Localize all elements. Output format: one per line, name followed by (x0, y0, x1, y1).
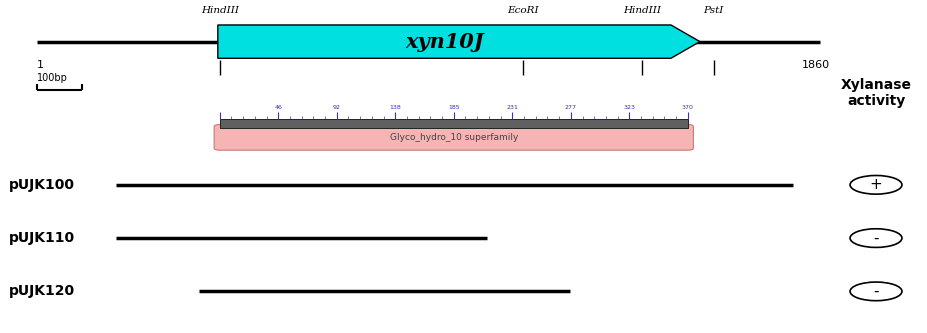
Text: 100bp: 100bp (37, 73, 68, 83)
Text: 370: 370 (682, 105, 693, 110)
Text: -: - (873, 230, 879, 246)
Text: PstI: PstI (704, 6, 724, 15)
Text: 92: 92 (333, 105, 341, 110)
Text: xyn10J: xyn10J (405, 32, 484, 52)
Text: 231: 231 (506, 105, 518, 110)
Text: Xylanase
activity: Xylanase activity (841, 78, 911, 108)
Bar (220, 119, 688, 128)
Text: Glyco_hydro_10 superfamily: Glyco_hydro_10 superfamily (389, 133, 518, 142)
Text: EcoRI: EcoRI (507, 6, 539, 15)
Text: -: - (873, 284, 879, 299)
Polygon shape (218, 25, 700, 58)
Text: 1: 1 (37, 60, 44, 70)
Text: 185: 185 (448, 105, 460, 110)
FancyBboxPatch shape (214, 125, 693, 150)
Text: 1860: 1860 (802, 60, 830, 70)
Text: 323: 323 (623, 105, 635, 110)
Circle shape (850, 175, 902, 194)
Text: pUJK110: pUJK110 (9, 231, 75, 245)
Text: 277: 277 (565, 105, 577, 110)
Text: HindIII: HindIII (201, 6, 238, 15)
Circle shape (850, 282, 902, 301)
Text: pUJK100: pUJK100 (9, 178, 75, 192)
Text: 46: 46 (274, 105, 282, 110)
Text: 138: 138 (389, 105, 401, 110)
Text: +: + (870, 177, 883, 192)
Circle shape (850, 229, 902, 247)
Text: pUJK120: pUJK120 (9, 284, 75, 298)
Text: HindIII: HindIII (624, 6, 661, 15)
